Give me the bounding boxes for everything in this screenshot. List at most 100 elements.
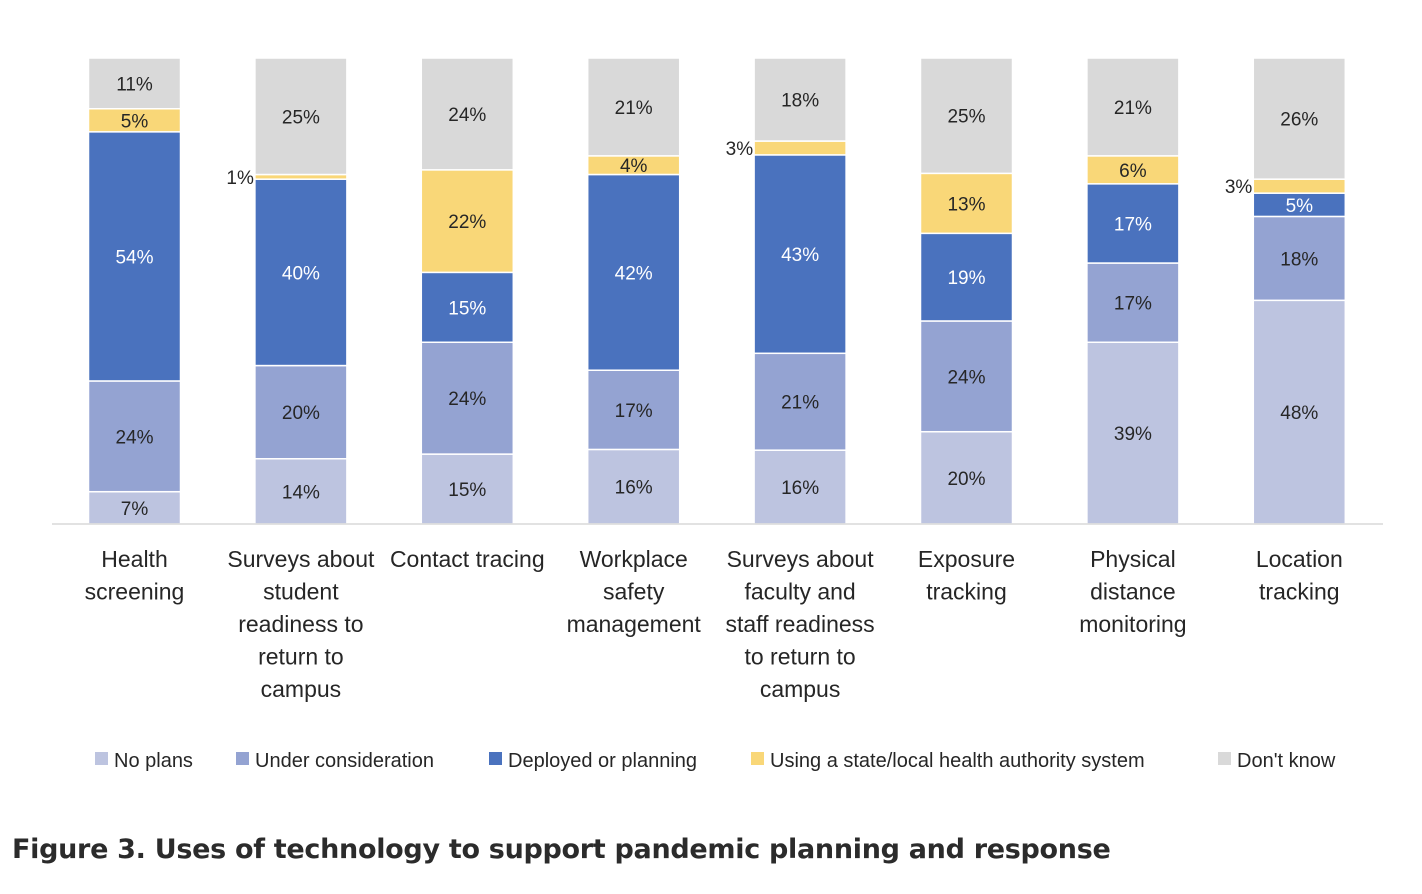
data-label: 22% — [448, 212, 486, 233]
x-tick-label: Physical distance monitoring — [1079, 546, 1186, 637]
bar-segment-don-t-know — [254, 57, 348, 176]
bar-segment-don-t-know — [87, 57, 182, 110]
bar-segment-under-consideration — [87, 380, 182, 493]
bar-segment-don-t-know — [1086, 57, 1180, 157]
bar-segment-deployed-or-planning — [1086, 183, 1180, 264]
data-label: 15% — [448, 298, 486, 319]
bar-location-tracking: 48% 18% 5% 3% 26% — [1225, 57, 1347, 525]
bar-segment-deployed-or-planning — [586, 173, 681, 371]
legend-label: Don't know — [1237, 750, 1336, 772]
legend-item-deployed-or-planning: Deployed or planning — [489, 750, 697, 772]
bar-segment-using-a-state-local-health-authority-system — [1252, 178, 1347, 194]
bar-segment-using-a-state-local-health-authority-system — [1086, 155, 1180, 185]
legend-label: Under consideration — [255, 750, 434, 772]
data-label: 5% — [121, 111, 149, 132]
bar-workplace-safety-management: 16% 17% 42% 4% 21% — [586, 57, 681, 525]
data-label: 16% — [781, 478, 819, 499]
x-tick-label: Health screening — [85, 546, 185, 605]
bar-segment-under-consideration — [1086, 262, 1180, 344]
data-label: 24% — [115, 427, 153, 448]
legend-swatch — [95, 752, 108, 765]
x-tick-label: Contact tracing — [390, 546, 545, 572]
data-label: 7% — [121, 499, 149, 520]
bar-health-screening: 7% 24% 54% 5% 11% — [87, 57, 182, 525]
data-label: 18% — [781, 91, 819, 112]
data-label: 40% — [282, 263, 320, 284]
bar-segment-deployed-or-planning — [254, 178, 348, 367]
bar-segment-no-plans — [87, 490, 182, 525]
data-label: 43% — [781, 245, 819, 266]
bar-segment-deployed-or-planning — [753, 154, 847, 355]
x-tick-label: Exposure tracking — [918, 546, 1015, 605]
bar-segment-don-t-know — [919, 57, 1014, 175]
legend-label: No plans — [114, 750, 193, 772]
bar-segment-no-plans — [753, 449, 847, 525]
bar-surveys-about-student-readiness-to-return-to-campus: 14% 20% 40% 1% 25% — [226, 57, 348, 525]
data-label: 25% — [282, 107, 320, 128]
data-label: 14% — [282, 482, 320, 503]
data-label: 20% — [947, 469, 985, 490]
bar-surveys-about-faculty-and-staff-readiness-to-return-to-campus: 16% 21% 43% 3% 18% — [726, 57, 847, 525]
data-label: 16% — [615, 478, 653, 499]
legend-swatch — [751, 752, 764, 765]
legend-swatch — [489, 752, 502, 765]
bars-group: 7% 24% 54% 5% 11% 14% 20% 40% 1% 25% 15% 24% 15% 22% 2… — [87, 57, 1347, 525]
data-label: 20% — [282, 403, 320, 424]
bar-segment-don-t-know — [586, 57, 681, 157]
data-label: 21% — [615, 98, 653, 119]
data-label: 11% — [116, 74, 153, 95]
bar-segment-don-t-know — [420, 57, 515, 171]
data-label: 1% — [226, 168, 254, 189]
bar-physical-distance-monitoring: 39% 17% 17% 6% 21% — [1086, 57, 1180, 525]
data-label: 26% — [1280, 110, 1318, 131]
bar-segment-deployed-or-planning — [420, 271, 515, 344]
bar-segment-under-consideration — [753, 352, 847, 451]
bar-contact-tracing: 15% 24% 15% 22% 24% — [420, 57, 515, 525]
x-tick-label: Location tracking — [1256, 546, 1343, 605]
data-label: 39% — [1114, 424, 1152, 445]
data-label: 21% — [781, 393, 819, 414]
x-tick-label: Surveys about student readiness to return t… — [227, 546, 375, 702]
data-label: 5% — [1286, 196, 1314, 217]
x-tick-label: Surveys about faculty and staff readiness t… — [726, 546, 875, 702]
data-label: 17% — [1114, 294, 1152, 315]
bar-segment-don-t-know — [1252, 57, 1347, 180]
legend-swatch — [236, 752, 249, 765]
data-label: 4% — [620, 156, 648, 177]
bar-segment-under-consideration — [919, 320, 1014, 433]
bar-segment-deployed-or-planning — [919, 232, 1014, 322]
data-label: 21% — [1114, 98, 1152, 119]
data-label: 19% — [947, 268, 985, 289]
data-label: 3% — [1225, 177, 1253, 198]
data-label: 17% — [615, 401, 653, 422]
data-label: 6% — [1119, 161, 1147, 182]
data-label: 24% — [448, 389, 486, 410]
bar-segment-no-plans — [1086, 341, 1180, 525]
legend-label: Using a state/local health authority sys… — [770, 750, 1145, 772]
bar-segment-using-a-state-local-health-authority-system — [919, 172, 1014, 235]
legend-item-using-a-state-local-health-authority-system: Using a state/local health authority sys… — [751, 750, 1145, 772]
legend-swatch — [1218, 752, 1231, 765]
legend-item-under-consideration: Under consideration — [236, 750, 434, 772]
legend: No plans Under consideration Deployed or p… — [95, 750, 1336, 772]
data-label: 17% — [1114, 214, 1152, 235]
data-label: 3% — [726, 139, 754, 160]
data-label: 18% — [1280, 249, 1318, 270]
bar-segment-no-plans — [420, 453, 515, 525]
x-tick-label: Workplace safety management — [567, 546, 702, 637]
data-label: 25% — [947, 107, 985, 128]
data-label: 42% — [615, 263, 653, 284]
bar-segment-under-consideration — [254, 364, 348, 460]
data-label: 48% — [1280, 403, 1318, 424]
bar-segment-don-t-know — [753, 57, 847, 142]
data-label: 13% — [947, 194, 985, 215]
data-label: 24% — [947, 367, 985, 388]
stacked-bar-chart: 7% 24% 54% 5% 11% 14% 20% 40% 1% 25% 15% 24% 15% 22% 2… — [52, 57, 1383, 772]
bar-exposure-tracking: 20% 24% 19% 13% 25% — [919, 57, 1014, 525]
data-label: 24% — [448, 105, 486, 126]
data-label: 15% — [448, 480, 486, 501]
category-labels: Health screening Surveys about student readi… — [85, 546, 1343, 702]
data-label: 54% — [115, 247, 153, 268]
figure-caption: Figure 3. Uses of technology to support … — [12, 834, 1111, 865]
bar-segment-under-consideration — [1252, 215, 1347, 302]
